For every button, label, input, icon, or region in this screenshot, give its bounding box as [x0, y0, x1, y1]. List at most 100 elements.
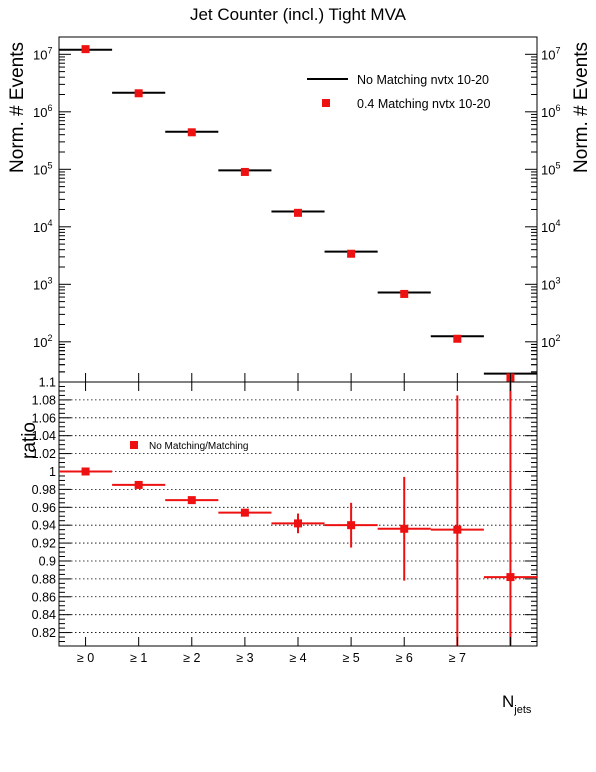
legend-marker-swatch [322, 99, 330, 107]
ratio-tick-label: 0.84 [32, 608, 56, 622]
y-tick-label-exponent: 3 [555, 275, 560, 285]
x-tick-label: ≥ 3 [236, 651, 253, 665]
y-tick-label-base: 10 [33, 335, 47, 350]
marker-matching [81, 45, 90, 54]
x-tick-label: ≥ 6 [396, 651, 413, 665]
x-ticks [85, 373, 511, 646]
y-tick-label-base: 10 [33, 47, 47, 62]
y-tick-label-base: 10 [541, 162, 555, 177]
y-tick-label-exponent: 4 [555, 218, 560, 228]
y-tick-label: 106 [541, 103, 560, 120]
ratio-tick-label: 1.1 [39, 376, 56, 390]
ratio-data-series [59, 382, 537, 646]
ratio-tick-label: 0.98 [32, 483, 56, 497]
y-tick-label-base: 10 [541, 277, 555, 292]
ratio-y-axis-label: ratio [19, 422, 40, 459]
ratio-y-tick-labels: 0.82 0.84 0.86 0.88 0.9 0.92 0.94 0.96 0.98 1 1.02… [32, 376, 56, 641]
y-tick-label-base: 10 [33, 277, 47, 292]
y-tick-label-base: 10 [541, 335, 555, 350]
marker-matching [134, 89, 143, 98]
ratio-marker [134, 480, 143, 489]
top-legend: No Matching nvtx 10-20 0.4 Matching nvtx… [307, 73, 490, 111]
y-tick-label: 105 [541, 160, 560, 177]
x-axis-label-subscript: jets [513, 704, 532, 716]
ratio-tick-label: 0.96 [32, 501, 56, 515]
ratio-marker [453, 525, 462, 534]
ratio-legend: No Matching/Matching [130, 441, 249, 452]
y-tick-label-base: 10 [33, 162, 47, 177]
ratio-legend-entry: No Matching/Matching [149, 441, 249, 452]
ratio-tick-label: 1.02 [32, 447, 56, 461]
y-tick-label-exponent: 7 [555, 45, 560, 55]
x-tick-label: ≥ 5 [342, 651, 359, 665]
ratio-marker [400, 524, 409, 533]
x-tick-label: ≥ 7 [449, 651, 466, 665]
x-axis-label: Njets [502, 692, 532, 716]
ratio-marker [506, 573, 515, 582]
x-tick-label: ≥ 2 [183, 651, 200, 665]
y-tick-label-base: 10 [541, 47, 555, 62]
y-tick-label-base: 10 [33, 105, 47, 120]
y-tick-label: 107 [541, 45, 560, 62]
y-tick-label-exponent: 5 [555, 160, 560, 170]
ratio-tick-label: 1.08 [32, 393, 56, 407]
y-tick-label-base: 10 [541, 105, 555, 120]
y-tick-label: 105 [33, 160, 52, 177]
top-y-axis-label-right: Norm. # Events [571, 42, 592, 173]
chart-title: Jet Counter (incl.) Tight MVA [190, 5, 407, 24]
x-tick-label: ≥ 1 [130, 651, 147, 665]
top-y-ticks [59, 36, 537, 383]
y-tick-label: 106 [33, 103, 52, 120]
ratio-tick-label: 1 [49, 465, 56, 479]
y-tick-label-base: 10 [33, 220, 47, 235]
y-tick-label: 107 [33, 45, 52, 62]
y-tick-label-exponent: 6 [555, 103, 560, 113]
ratio-tick-label: 1.06 [32, 411, 56, 425]
y-tick-label-exponent: 6 [47, 103, 52, 113]
y-tick-label: 103 [33, 275, 52, 292]
ratio-tick-label: 0.94 [32, 519, 56, 533]
ratio-marker [81, 467, 90, 476]
y-tick-label: 104 [33, 218, 52, 235]
y-tick-label: 102 [33, 333, 52, 350]
y-tick-label-exponent: 2 [47, 333, 52, 343]
top-data-series [59, 45, 537, 382]
x-tick-label: ≥ 4 [289, 651, 306, 665]
ratio-marker [240, 508, 249, 517]
y-tick-label: 104 [541, 218, 560, 235]
marker-matching [400, 289, 409, 298]
marker-matching [453, 334, 462, 343]
y-tick-label: 103 [541, 275, 560, 292]
ratio-marker [294, 519, 302, 528]
ratio-tick-label: 0.9 [39, 554, 56, 568]
marker-matching [240, 167, 249, 176]
legend-entry-matching: 0.4 Matching nvtx 10-20 [357, 97, 490, 111]
y-tick-label: 102 [541, 333, 560, 350]
ratio-tick-label: 1.04 [32, 429, 56, 443]
ratio-marker [187, 496, 196, 505]
x-tick-label: ≥ 0 [77, 651, 94, 665]
marker-matching [294, 208, 302, 217]
ratio-legend-marker [130, 441, 138, 449]
ratio-marker [347, 521, 356, 530]
x-tick-labels: ≥ 0 ≥ 1 ≥ 2 ≥ 3 ≥ 4 ≥ 5 ≥ 6 ≥ 7 [77, 651, 466, 665]
marker-matching [187, 128, 196, 137]
y-tick-label-exponent: 5 [47, 160, 52, 170]
ratio-tick-label: 0.88 [32, 572, 56, 586]
legend-entry-no-matching: No Matching nvtx 10-20 [357, 73, 489, 87]
ratio-y-ticks [59, 381, 537, 643]
marker-matching [347, 249, 356, 258]
y-tick-label-exponent: 4 [47, 218, 52, 228]
y-tick-label-exponent: 7 [47, 45, 52, 55]
y-tick-label-base: 10 [541, 220, 555, 235]
top-y-axis-label: Norm. # Events [7, 42, 28, 173]
ratio-tick-label: 0.92 [32, 537, 56, 551]
y-tick-label-exponent: 2 [555, 333, 560, 343]
ratio-tick-label: 0.82 [32, 626, 56, 640]
x-axis-label-main: N [502, 692, 514, 711]
ratio-tick-label: 0.86 [32, 590, 56, 604]
y-tick-label-exponent: 3 [47, 275, 52, 285]
